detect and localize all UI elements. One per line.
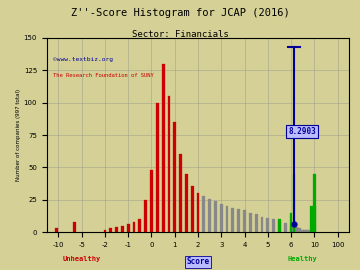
Text: Score: Score	[186, 258, 210, 266]
Bar	[115, 227, 118, 232]
Bar	[197, 193, 199, 232]
Bar	[109, 228, 112, 232]
Bar	[121, 226, 124, 232]
Bar	[290, 224, 292, 232]
Bar	[294, 227, 297, 232]
Bar	[261, 217, 264, 232]
Bar	[156, 103, 159, 232]
Text: Z''-Score Histogram for JCAP (2016): Z''-Score Histogram for JCAP (2016)	[71, 8, 289, 18]
Bar	[162, 64, 165, 232]
Bar	[202, 196, 205, 232]
Bar	[300, 230, 303, 232]
Bar	[208, 198, 211, 232]
Bar	[290, 213, 292, 232]
Bar	[303, 230, 306, 232]
Bar	[313, 206, 316, 232]
Bar	[179, 154, 182, 232]
Bar	[293, 174, 295, 232]
Bar	[297, 228, 300, 232]
Bar	[226, 206, 229, 232]
Bar	[301, 230, 304, 232]
Bar	[132, 222, 135, 232]
Bar	[249, 213, 252, 232]
Text: 8.2903: 8.2903	[288, 127, 316, 136]
Bar	[150, 170, 153, 232]
Bar	[220, 204, 222, 232]
Bar	[307, 230, 310, 232]
Bar	[310, 230, 313, 232]
Bar	[296, 227, 298, 232]
Bar	[144, 200, 147, 232]
Bar	[174, 122, 176, 232]
Bar	[243, 210, 246, 232]
Bar	[306, 230, 309, 232]
Bar	[55, 228, 58, 232]
Bar	[304, 230, 307, 232]
Bar	[291, 226, 294, 232]
Bar	[310, 206, 313, 232]
Bar	[191, 185, 194, 232]
Bar	[167, 96, 170, 232]
Bar	[73, 222, 76, 232]
Bar	[237, 209, 240, 232]
Bar	[266, 218, 269, 232]
Text: ©www.textbiz.org: ©www.textbiz.org	[53, 57, 113, 62]
Bar	[185, 174, 188, 232]
Text: The Research Foundation of SUNY: The Research Foundation of SUNY	[53, 73, 154, 78]
Bar	[104, 230, 106, 232]
Bar	[298, 228, 301, 232]
Bar	[278, 221, 281, 232]
Bar	[231, 208, 234, 232]
Bar	[255, 214, 257, 232]
Text: Sector: Financials: Sector: Financials	[132, 30, 228, 39]
Bar	[214, 201, 217, 232]
Bar	[284, 223, 287, 232]
Bar	[127, 224, 130, 232]
Bar	[293, 226, 295, 232]
Bar	[139, 219, 141, 232]
Bar	[313, 174, 316, 232]
Text: Healthy: Healthy	[288, 255, 318, 262]
Bar	[278, 219, 281, 232]
Bar	[272, 219, 275, 232]
Y-axis label: Number of companies (997 total): Number of companies (997 total)	[16, 89, 21, 181]
Text: Unhealthy: Unhealthy	[63, 255, 101, 262]
